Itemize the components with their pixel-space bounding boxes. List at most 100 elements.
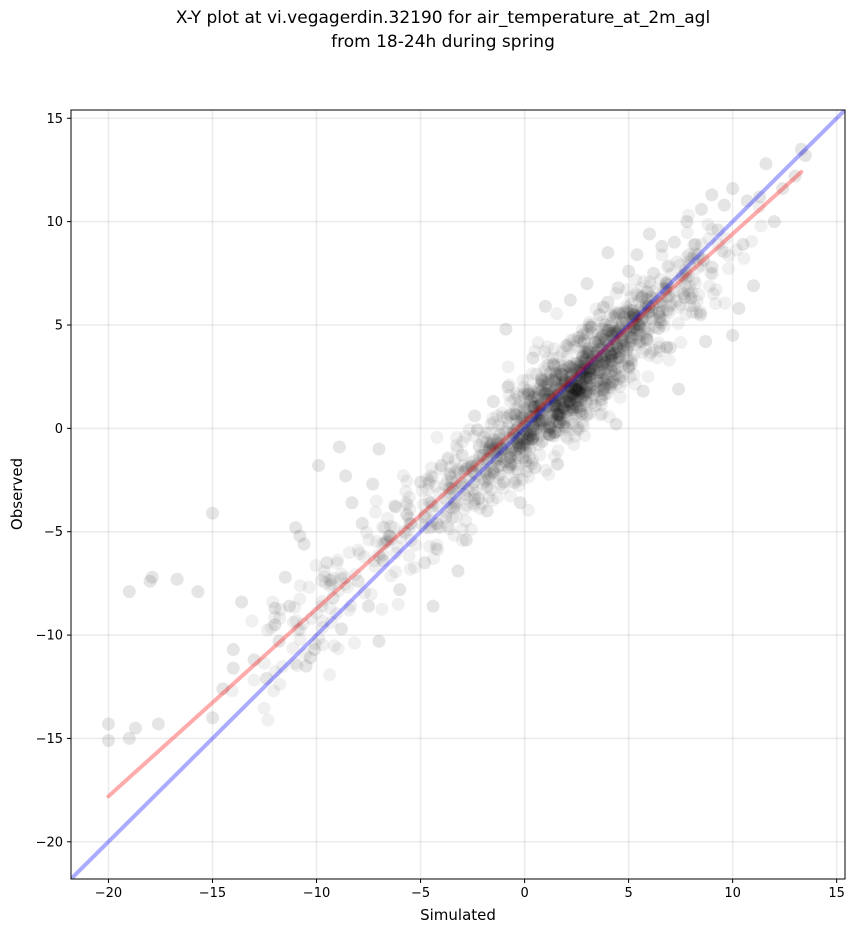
scatter-point — [587, 363, 601, 377]
scatter-point — [682, 287, 696, 301]
scatter-point — [288, 656, 302, 670]
scatter-point — [718, 296, 732, 310]
scatter-point — [554, 367, 568, 381]
scatter-point — [559, 375, 573, 389]
scatter-point — [587, 381, 601, 395]
scatter-point — [570, 379, 584, 393]
scatter-point — [683, 299, 697, 313]
scatter-point — [561, 398, 575, 412]
scatter-point — [635, 334, 649, 348]
scatter-point — [517, 381, 531, 395]
scatter-point — [612, 347, 626, 361]
scatter-point — [278, 570, 292, 584]
scatter-point — [525, 367, 539, 381]
scatter-point — [508, 446, 522, 460]
scatter-point — [580, 407, 594, 421]
scatter-point — [467, 475, 481, 489]
scatter-point — [512, 479, 526, 493]
scatter-point — [548, 404, 562, 418]
scatter-point — [513, 433, 527, 447]
scatter-point — [546, 351, 560, 365]
scatter-point — [644, 278, 658, 292]
scatter-point — [482, 490, 496, 504]
scatter-point — [633, 336, 647, 350]
scatter-point — [584, 362, 598, 376]
scatter-point — [606, 369, 620, 383]
scatter-point — [629, 273, 643, 287]
scatter-point — [550, 390, 564, 404]
scatter-point — [604, 316, 618, 330]
scatter-point — [465, 456, 479, 470]
scatter-point — [490, 433, 504, 447]
scatter-point — [520, 415, 534, 429]
scatter-point — [534, 372, 548, 386]
scatter-point — [471, 423, 485, 437]
scatter-point — [570, 382, 584, 396]
scatter-point — [653, 310, 667, 324]
scatter-point — [519, 445, 533, 459]
scatter-point — [320, 556, 334, 570]
scatter-point — [590, 381, 604, 395]
scatter-point — [423, 539, 437, 553]
scatter-point — [552, 387, 566, 401]
scatter-point — [529, 396, 543, 410]
scatter-point — [622, 264, 636, 278]
scatter-point — [661, 278, 675, 292]
scatter-point — [509, 407, 523, 421]
scatter-point — [652, 306, 666, 320]
scatter-point — [496, 449, 510, 463]
scatter-point — [549, 391, 563, 405]
scatter-point — [565, 387, 579, 401]
scatter-point — [479, 474, 493, 488]
scatter-point — [611, 339, 625, 353]
scatter-point — [603, 346, 617, 360]
scatter-point — [532, 399, 546, 413]
scatter-point — [506, 475, 520, 489]
scatter-point — [467, 454, 481, 468]
scatter-point — [533, 398, 547, 412]
scatter-point — [549, 382, 563, 396]
scatter-point — [611, 368, 625, 382]
scatter-point — [574, 375, 588, 389]
scatter-point — [597, 355, 611, 369]
scatter-point — [528, 421, 542, 435]
scatter-point — [464, 522, 478, 536]
scatter-point — [503, 408, 517, 422]
scatter-point — [605, 354, 619, 368]
scatter-point — [465, 459, 479, 473]
scatter-point — [592, 308, 606, 322]
scatter-point — [630, 248, 644, 262]
scatter-point — [539, 383, 553, 397]
scatter-point — [504, 458, 518, 472]
scatter-point — [591, 351, 605, 365]
scatter-point — [308, 637, 322, 651]
scatter-point — [593, 366, 607, 380]
scatter-point — [610, 341, 624, 355]
scatter-point — [562, 390, 576, 404]
scatter-point — [613, 306, 627, 320]
scatter-point — [538, 418, 552, 432]
scatter-point — [570, 385, 584, 399]
scatter-point — [550, 378, 564, 392]
scatter-point — [625, 357, 639, 371]
scatter-point — [597, 375, 611, 389]
scatter-point — [504, 448, 518, 462]
scatter-point — [753, 190, 767, 204]
scatter-point — [526, 431, 540, 445]
scatter-point — [563, 402, 577, 416]
scatter-point — [641, 327, 655, 341]
scatter-point — [533, 408, 547, 422]
scatter-point — [443, 468, 457, 482]
scatter-point — [678, 290, 692, 304]
scatter-point — [590, 346, 604, 360]
scatter-point — [541, 372, 555, 386]
scatter-point — [569, 383, 583, 397]
scatter-point — [426, 599, 440, 613]
scatter-point — [661, 304, 675, 318]
scatter-point — [260, 671, 274, 685]
scatter-point — [625, 310, 639, 324]
scatter-point — [517, 423, 531, 437]
scatter-point — [439, 510, 453, 524]
scatter-point — [580, 345, 594, 359]
scatter-point — [507, 427, 521, 441]
